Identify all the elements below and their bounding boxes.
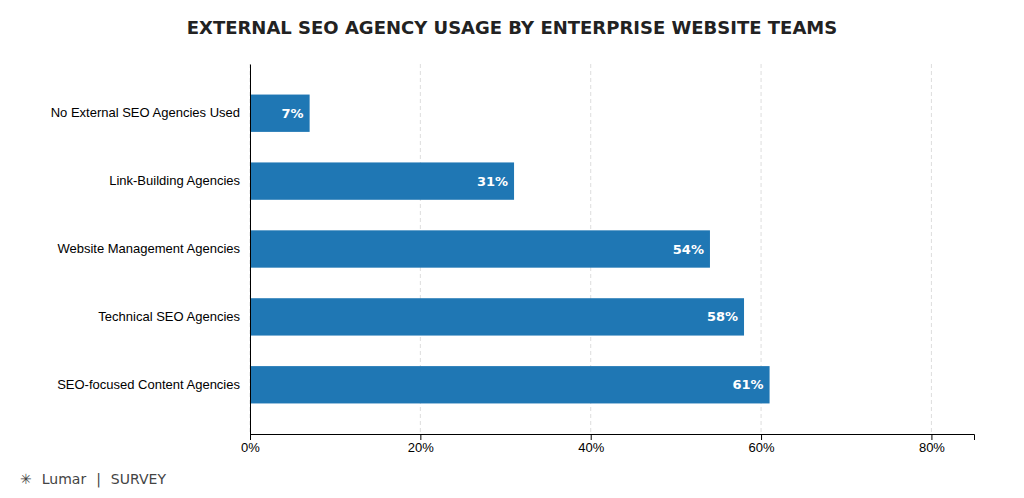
grid — [250, 64, 931, 434]
data-label: 31% — [477, 174, 508, 189]
data-label: 58% — [707, 309, 738, 324]
y-tick: Technical SEO Agencies — [98, 309, 240, 324]
x-axis-line — [251, 435, 975, 441]
annotation: SURVEY — [111, 471, 167, 487]
y-tick: Link-Building Agencies — [109, 173, 240, 188]
x-tick-label: 0% — [241, 440, 260, 455]
y-tick-label: SEO-focused Content Agencies — [57, 377, 240, 392]
data-label: 54% — [673, 242, 704, 257]
bars — [250, 95, 770, 404]
x-tick-label: 20% — [408, 440, 434, 455]
x-tick-label: 40% — [578, 440, 604, 455]
bar — [250, 95, 310, 132]
x-tick: 20% — [408, 434, 434, 455]
x-tick: 80% — [919, 434, 945, 455]
data-labels: 61% 58% 54% 31% 7% — [282, 106, 764, 393]
y-tick-label: Link-Building Agencies — [109, 173, 240, 188]
y-tick: No External SEO Agencies Used — [51, 105, 240, 120]
y-tick-label: Technical SEO Agencies — [98, 309, 240, 324]
y-tick: Website Management Agencies — [57, 241, 240, 256]
data-label: 61% — [732, 377, 763, 392]
annotation: | — [96, 471, 101, 488]
y-tick-label: Website Management Agencies — [57, 241, 240, 256]
x-tick-mark — [250, 434, 251, 440]
x-tick: 40% — [578, 434, 604, 455]
x-tick-mark — [761, 434, 762, 440]
y-tick: SEO-focused Content Agencies — [57, 377, 240, 392]
footer: ✳ Lumar | SURVEY — [20, 471, 166, 488]
data-label: 7% — [282, 106, 304, 121]
bar — [250, 366, 770, 403]
x-tick: 60% — [749, 434, 775, 455]
annotation: ✳ — [20, 471, 32, 487]
grid-line — [931, 64, 932, 434]
y-axis: SEO-focused Content Agencies Technical SE… — [51, 65, 251, 435]
y-tick-label: No External SEO Agencies Used — [51, 105, 240, 120]
x-tick-label: 80% — [919, 440, 945, 455]
grid-line — [250, 64, 251, 434]
bar — [250, 162, 514, 199]
x-tick-label: 60% — [749, 440, 775, 455]
bar — [250, 230, 710, 267]
title: EXTERNAL SEO AGENCY USAGE BY ENTERPRISE … — [187, 17, 837, 38]
y-axis-line — [250, 65, 251, 435]
x-tick-mark — [591, 434, 592, 440]
x-tick-mark — [420, 434, 421, 440]
bar — [250, 298, 744, 335]
x-tick: 0% — [241, 434, 260, 455]
annotation: Lumar — [42, 471, 87, 487]
x-axis: 0% 20% 40% 60% 80% — [241, 434, 974, 455]
chart: EXTERNAL SEO AGENCY USAGE BY ENTERPRISE … — [0, 0, 1024, 498]
x-tick-mark — [931, 434, 932, 440]
